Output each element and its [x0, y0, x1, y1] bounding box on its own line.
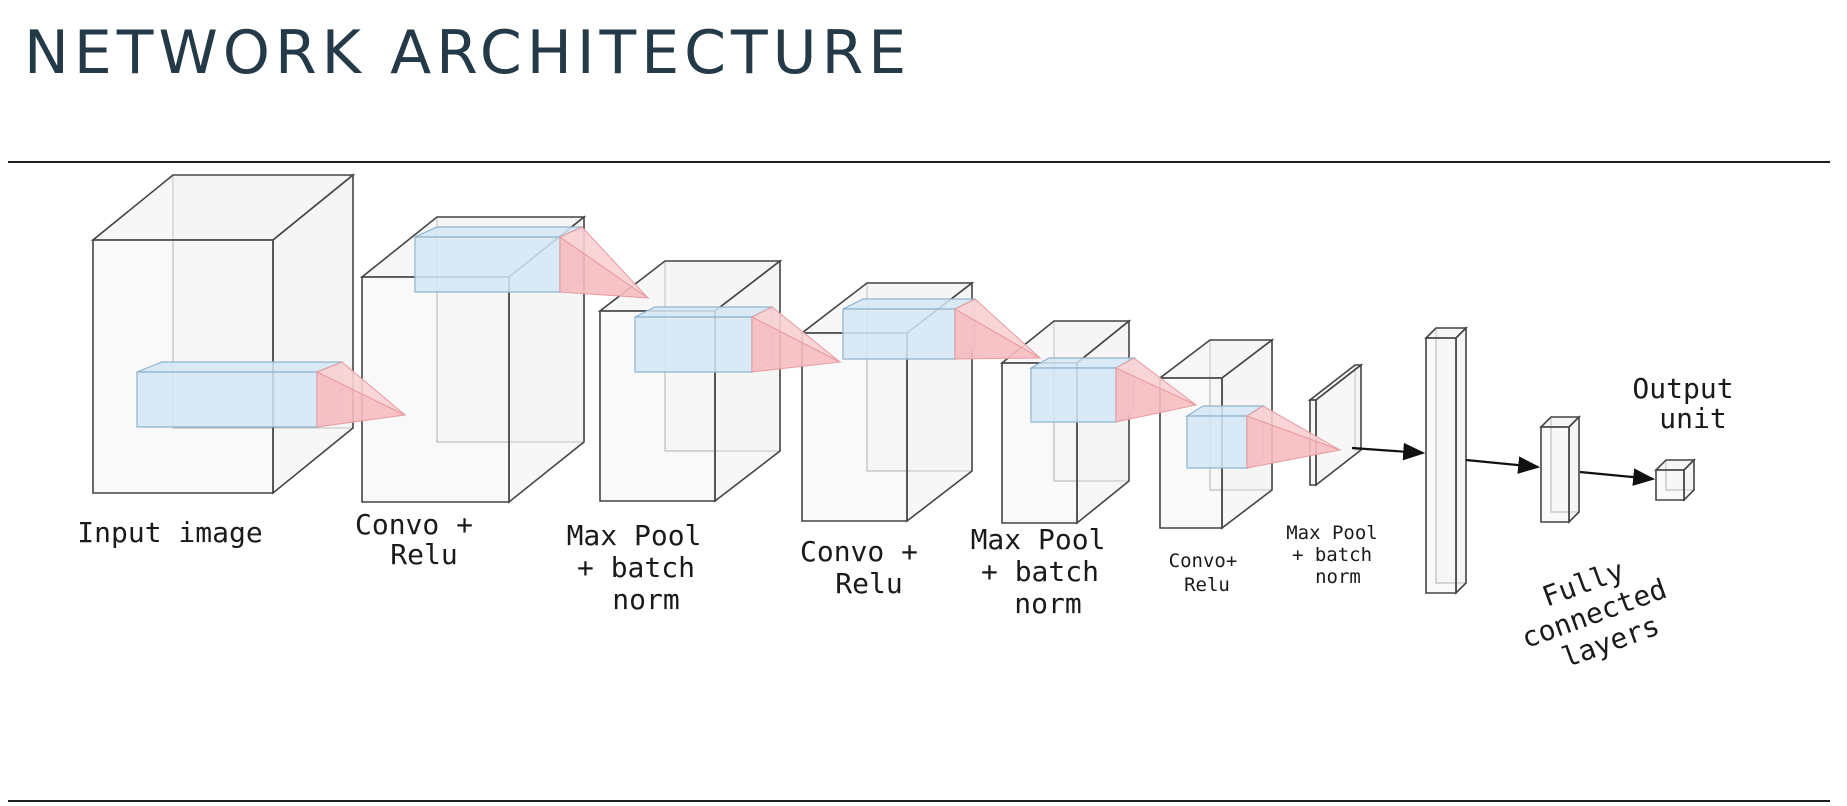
kernel-5-cone-top: [1114, 357, 1197, 406]
label-conv-relu-2-line2: Relu: [835, 567, 902, 600]
label-conv-relu-3-line1: Convo+: [1169, 550, 1238, 572]
kernel-2-kernel-top: [414, 226, 583, 238]
kernel-1-cone-top: [315, 361, 406, 416]
arrow-fc2-to-output: [1579, 468, 1656, 486]
label-max-pool-1-line3: norm: [612, 583, 679, 616]
kernel-4-kernel-top: [842, 298, 976, 310]
output-front-face: [1655, 469, 1685, 501]
bottom-divider: [8, 800, 1830, 802]
label-max-pool-2-line1: Max Pool: [971, 523, 1106, 556]
label-max-pool-3-line2: + batch: [1292, 544, 1372, 566]
input-image-layer: [90, 173, 356, 495]
label-output-line1: Output: [1632, 372, 1733, 405]
label-max-pool-3-line1: Max Pool: [1286, 522, 1378, 544]
kernel-3-cone-top: [750, 306, 841, 363]
label-conv-relu-2-line1: Convo +: [800, 535, 918, 568]
conv1-front-face: [361, 276, 510, 503]
output-unit: [1654, 458, 1696, 502]
arrow-pool3-to-fc1: [1351, 442, 1426, 461]
pool3-side-face: [1315, 363, 1362, 487]
kernel-4-cone-top: [953, 298, 1041, 359]
label-conv-relu-1-line1: Convo +: [355, 508, 473, 541]
kernel-5-kernel-front: [1030, 367, 1117, 423]
kernel-3-kernel-top: [634, 306, 773, 318]
label-conv-relu-3-line2: Relu: [1184, 574, 1230, 596]
receptive-field-kernels: [136, 226, 1342, 470]
arrow-fc1-to-fc2: [1465, 456, 1541, 474]
kernel-4-kernel-front: [842, 308, 956, 360]
kernel-6-kernel-front: [1186, 415, 1248, 469]
kernel-2-cone-top: [558, 226, 649, 299]
connection-arrows: [1351, 442, 1656, 486]
label-max-pool-1-line1: Max Pool: [567, 519, 702, 552]
fully-connected-layer-2: [1539, 415, 1581, 524]
kernel-1-kernel-top: [136, 361, 343, 373]
fc1-side-face: [1455, 326, 1467, 595]
label-fully-connected-group: Fully connected layers: [1517, 554, 1671, 675]
label-max-pool-2-line2: + batch: [981, 555, 1099, 588]
page-title: NETWORK ARCHITECTURE: [24, 18, 912, 88]
fc2-front-face: [1540, 426, 1570, 523]
label-max-pool-1-line2: + batch: [577, 551, 695, 584]
kernel-3-kernel-front: [634, 316, 753, 373]
label-conv-relu-1-line2: Relu: [390, 538, 457, 571]
kernel-6-cone-top: [1245, 405, 1341, 451]
label-max-pool-2-line3: norm: [1014, 587, 1081, 620]
label-output-line2: unit: [1659, 402, 1726, 435]
fc2-side-face: [1568, 415, 1580, 524]
kernel-1-kernel-front: [136, 371, 318, 428]
kernel-2-kernel-front: [414, 236, 561, 293]
top-divider: [8, 161, 1830, 163]
fully-connected-layer-1: [1424, 326, 1468, 595]
max-pool-batch-norm-layer-3: [1307, 363, 1364, 487]
label-max-pool-3-line3: norm: [1315, 566, 1361, 588]
fc1-front-face: [1425, 337, 1457, 594]
label-input-image: Input image: [77, 516, 262, 549]
